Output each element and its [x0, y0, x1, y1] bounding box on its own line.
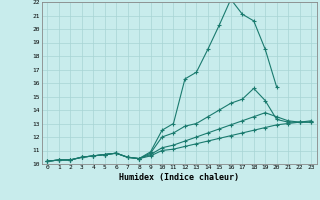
- X-axis label: Humidex (Indice chaleur): Humidex (Indice chaleur): [119, 173, 239, 182]
